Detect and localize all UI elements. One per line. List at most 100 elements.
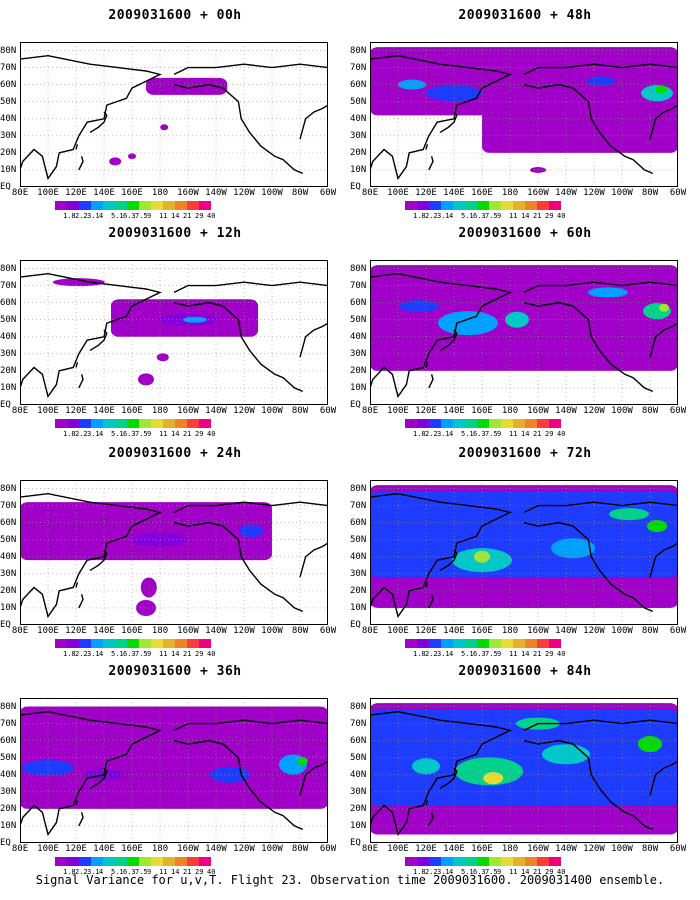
colorbar-swatch — [477, 857, 489, 866]
colorbar-swatch — [477, 419, 489, 428]
lat-tick-label: 20N — [350, 803, 367, 814]
colorbar-label: 14 — [171, 650, 180, 658]
colorbar-swatch — [115, 419, 127, 428]
variance-map — [370, 260, 678, 405]
colorbar-label: 3.1 — [87, 212, 100, 220]
coastline — [20, 492, 163, 619]
colorbar-label: 21 — [533, 430, 542, 438]
coastline — [78, 812, 84, 827]
variance-contour — [128, 153, 136, 160]
colorbar-label: 29 — [545, 212, 554, 220]
colorbar-swatch — [127, 419, 139, 428]
colorbar-label: 7.5 — [485, 430, 498, 438]
colorbar-label: 6.3 — [473, 212, 486, 220]
variance-map — [370, 698, 678, 843]
colorbar-swatch — [199, 419, 211, 428]
colorbar-swatch — [79, 639, 91, 648]
lon-tick-label: 100W — [261, 188, 283, 198]
colorbar-label: 11 — [159, 650, 168, 658]
colorbar-label: 9 — [497, 650, 502, 658]
colorbar-swatch — [127, 201, 139, 210]
colorbar-label: 40 — [207, 212, 216, 220]
colorbar-label: 5.1 — [111, 868, 124, 876]
variance-contour — [659, 303, 669, 312]
variance-map — [370, 42, 678, 187]
colorbar-label: 5.1 — [461, 430, 474, 438]
colorbar-label: 14 — [521, 430, 530, 438]
lon-tick-label: 100E — [387, 406, 409, 416]
lat-tick-label: 70N — [0, 500, 17, 511]
coastline — [439, 767, 458, 790]
colorbar-label: 9 — [147, 430, 152, 438]
colorbar-label: 6.3 — [473, 650, 486, 658]
coastline — [173, 281, 328, 294]
lat-tick-label: 50N — [0, 314, 17, 325]
colorbar-swatch — [429, 857, 441, 866]
lon-tick-label: 140W — [205, 406, 227, 416]
lon-tick-label: 120W — [233, 188, 255, 198]
coastline — [649, 322, 678, 358]
coastline — [173, 501, 328, 514]
lat-tick-label: 20N — [0, 147, 17, 158]
lon-tick-label: 120E — [415, 188, 437, 198]
lon-tick-label: 160W — [177, 626, 199, 636]
lat-tick-label: 20N — [0, 365, 17, 376]
colorbar-label: 2.2 — [75, 212, 88, 220]
variance-contour — [588, 287, 628, 298]
colorbar-label: 14 — [171, 868, 180, 876]
lat-tick-label: 30N — [0, 786, 17, 797]
colorbar-label: 4 — [99, 430, 104, 438]
colorbar-swatch — [103, 857, 115, 866]
colorbar-label: 11 — [509, 868, 518, 876]
coastline — [370, 272, 513, 399]
colorbar-label: 21 — [183, 212, 192, 220]
colorbar-swatch — [175, 419, 187, 428]
lon-tick-label: 120W — [583, 844, 605, 854]
colorbar-swatch — [453, 201, 465, 210]
colorbar-swatch — [477, 201, 489, 210]
coastline — [649, 542, 678, 578]
colorbar-label: 40 — [207, 430, 216, 438]
coastline — [173, 63, 328, 76]
colorbar-label: 11 — [159, 430, 168, 438]
lon-tick-label: 60W — [319, 188, 337, 198]
colorbar-swatch — [55, 201, 67, 210]
lat-tick-label: EQ — [0, 838, 11, 848]
colorbar-swatch — [187, 639, 199, 648]
colorbar — [405, 201, 561, 210]
coastline — [370, 492, 513, 619]
colorbar-label: 3.1 — [437, 212, 450, 220]
variance-contour — [20, 706, 328, 809]
colorbar — [55, 639, 211, 648]
colorbar — [55, 857, 211, 866]
lon-tick-label: 120E — [65, 626, 87, 636]
lon-tick-label: 160W — [177, 188, 199, 198]
colorbar-swatch — [513, 639, 525, 648]
colorbar-swatch — [537, 419, 549, 428]
lat-tick-label: EQ — [0, 620, 11, 630]
colorbar-swatch — [417, 639, 429, 648]
lon-tick-label: 140W — [205, 626, 227, 636]
coastline — [523, 501, 678, 514]
lat-tick-label: 20N — [350, 585, 367, 596]
lon-tick-label: 140E — [93, 844, 115, 854]
lat-tick-label: 40N — [0, 551, 17, 562]
lat-tick-label: 80N — [350, 45, 367, 56]
lat-tick-label: EQ — [350, 182, 361, 192]
lon-tick-label: 160E — [471, 844, 493, 854]
colorbar-swatch — [127, 857, 139, 866]
lon-tick-label: 60W — [669, 626, 687, 636]
lon-tick-label: 80W — [291, 844, 309, 854]
lon-tick-label: 140E — [93, 188, 115, 198]
colorbar-label: 2.2 — [75, 430, 88, 438]
map-panel: 2009031600 + 36h 80N 70N 60N 50N 40N 30N 20N 10N… — [0, 664, 350, 882]
lat-tick-label: 80N — [0, 483, 17, 494]
colorbar-swatch — [91, 419, 103, 428]
lon-tick-label: 100W — [611, 188, 633, 198]
colorbar-label: 9 — [497, 212, 502, 220]
colorbar — [55, 201, 211, 210]
lon-tick-label: 80W — [291, 188, 309, 198]
coastline — [20, 272, 163, 399]
colorbar-label: 29 — [195, 430, 204, 438]
colorbar-label: 14 — [521, 650, 530, 658]
